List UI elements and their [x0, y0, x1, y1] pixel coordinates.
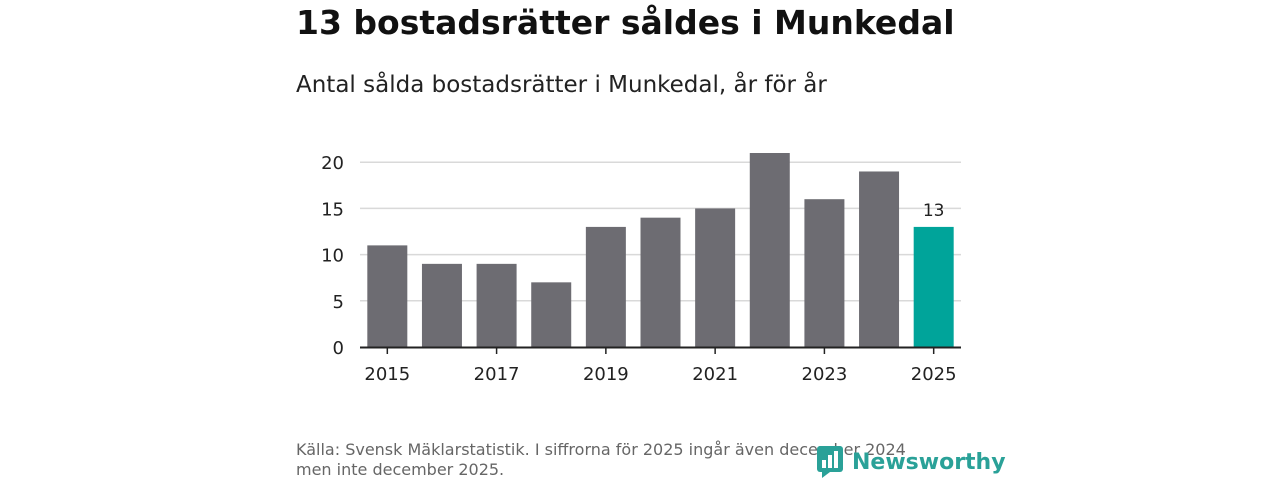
x-tick-label: 2025	[911, 364, 957, 385]
newsworthy-logo-icon	[817, 446, 843, 478]
bar-2024	[859, 171, 900, 347]
y-axis-tick-labels: 0 5 10 15 20	[321, 153, 344, 359]
source-line-1: Källa: Svensk Mäklarstatistik. I siffror…	[296, 440, 906, 459]
x-tick-label: 2019	[583, 364, 629, 385]
source-note: Källa: Svensk Mäklarstatistik. I siffror…	[296, 440, 996, 480]
y-tick-label: 10	[321, 246, 344, 267]
bar-2016	[421, 263, 462, 347]
data-labels: 13	[923, 201, 945, 221]
x-tick-label: 2017	[474, 364, 520, 385]
x-tick-label: 2015	[364, 364, 410, 385]
bars	[367, 153, 954, 347]
bar-2015	[367, 245, 408, 347]
bar-2021	[695, 208, 736, 347]
source-line-2: men inte december 2025.	[296, 460, 505, 479]
y-tick-label: 20	[321, 153, 344, 174]
bar-2025	[913, 226, 954, 347]
x-tick-label: 2023	[802, 364, 848, 385]
chart-subtitle: Antal sålda bostadsrätter i Munkedal, år…	[296, 72, 827, 98]
bar-2018	[531, 282, 572, 347]
bar-2017	[476, 263, 517, 347]
y-tick-label: 5	[333, 292, 344, 313]
y-tick-label: 0	[333, 338, 344, 359]
bar-2022	[749, 153, 790, 347]
bar-2019	[585, 226, 626, 347]
brand-name: Newsworthy	[852, 449, 1006, 475]
page-title: 13 bostadsrätter såldes i Munkedal	[296, 3, 955, 42]
bar-chart: 0 5 10 15 20 13 2015 2017 2019 2021 2023 2025	[321, 153, 961, 385]
brand-logo: Newsworthy	[816, 445, 1006, 479]
bar-2020	[640, 217, 681, 347]
y-tick-label: 15	[321, 199, 344, 220]
x-axis: 2015 2017 2019 2021 2023 2025	[360, 346, 961, 385]
data-label-2025: 13	[923, 201, 945, 221]
bar-2023	[804, 199, 845, 347]
x-tick-label: 2021	[692, 364, 738, 385]
